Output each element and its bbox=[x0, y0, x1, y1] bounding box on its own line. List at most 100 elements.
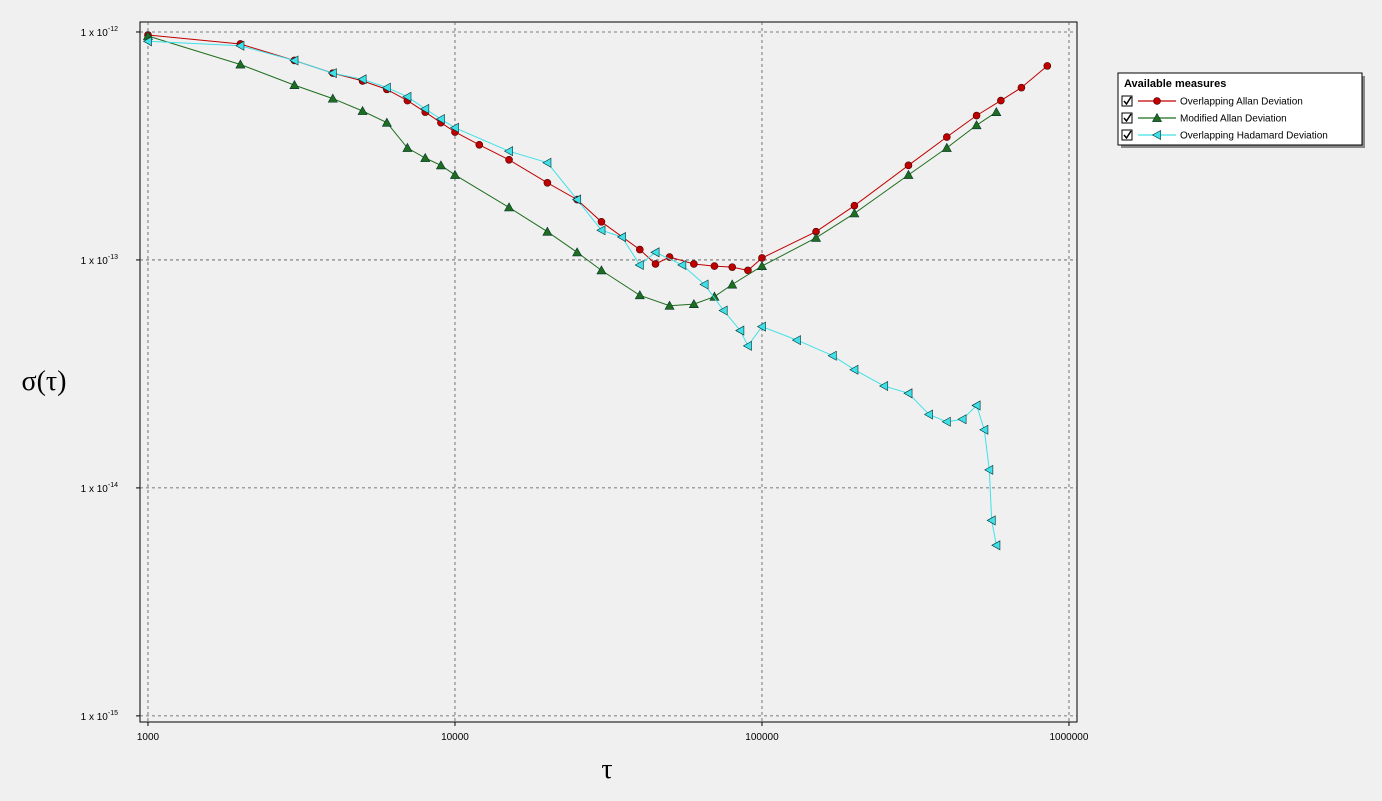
marker bbox=[791, 335, 801, 346]
marker bbox=[991, 107, 1002, 117]
x-tick-label: 1000 bbox=[137, 732, 160, 743]
marker bbox=[357, 74, 367, 85]
marker bbox=[572, 247, 583, 257]
marker bbox=[971, 400, 981, 411]
marker bbox=[327, 93, 338, 103]
marker bbox=[636, 245, 644, 254]
marker bbox=[650, 247, 660, 258]
marker bbox=[1017, 83, 1026, 92]
marker bbox=[503, 146, 513, 157]
y-tick-label: 1 x 10-14 bbox=[81, 482, 118, 495]
marker bbox=[289, 55, 299, 66]
marker bbox=[634, 260, 644, 271]
marker bbox=[718, 305, 728, 316]
legend-check bbox=[1123, 113, 1132, 123]
marker bbox=[690, 260, 698, 268]
marker bbox=[742, 340, 752, 351]
legend-label: Overlapping Allan Deviation bbox=[1180, 97, 1303, 108]
legend-label: Overlapping Hadamard Deviation bbox=[1180, 131, 1328, 142]
y-tick-base: 1 x 10 bbox=[81, 28, 109, 39]
marker bbox=[735, 325, 745, 336]
y-tick-label: 1 x 10-12 bbox=[81, 26, 118, 39]
marker bbox=[402, 142, 413, 152]
marker bbox=[972, 111, 981, 120]
marker bbox=[997, 96, 1005, 105]
y-tick-base: 1 x 10 bbox=[81, 712, 109, 723]
marker bbox=[1151, 112, 1163, 122]
marker bbox=[923, 409, 933, 420]
marker bbox=[327, 68, 337, 79]
marker bbox=[235, 59, 246, 69]
marker bbox=[943, 133, 951, 141]
y-tick-exponent: -13 bbox=[108, 254, 118, 261]
marker bbox=[572, 194, 582, 205]
marker bbox=[402, 91, 412, 102]
marker bbox=[651, 260, 660, 268]
marker bbox=[664, 300, 675, 310]
legend-label: Modified Allan Deviation bbox=[1180, 114, 1287, 125]
series-line bbox=[147, 35, 997, 307]
marker bbox=[709, 291, 720, 301]
marker bbox=[596, 265, 607, 275]
marker bbox=[744, 266, 752, 275]
marker bbox=[903, 169, 914, 179]
y-tick-base: 1 x 10 bbox=[81, 484, 109, 495]
x-tick-label: 1000000 bbox=[1050, 732, 1089, 743]
legend-checkbox bbox=[1121, 129, 1133, 141]
marker bbox=[727, 279, 738, 289]
marker bbox=[142, 36, 152, 47]
marker bbox=[756, 260, 767, 270]
marker bbox=[449, 122, 459, 133]
marker bbox=[991, 540, 1001, 551]
marker bbox=[979, 424, 989, 435]
marker bbox=[986, 515, 996, 526]
marker bbox=[849, 364, 859, 375]
marker bbox=[850, 201, 859, 210]
y-tick-label: 1 x 10-13 bbox=[81, 254, 118, 267]
y-tick-exponent: -14 bbox=[108, 482, 118, 489]
marker bbox=[543, 178, 552, 187]
marker bbox=[1151, 129, 1161, 141]
x-tick-label: 10000 bbox=[441, 732, 469, 743]
marker bbox=[1153, 97, 1161, 105]
marker bbox=[827, 350, 837, 361]
marker bbox=[728, 263, 737, 271]
marker bbox=[756, 321, 766, 332]
marker bbox=[420, 152, 431, 162]
x-axis-label: τ bbox=[601, 754, 612, 785]
marker bbox=[420, 103, 430, 114]
marker bbox=[449, 169, 460, 179]
legend-title: Available measures bbox=[1124, 78, 1226, 90]
y-tick-exponent: -12 bbox=[108, 26, 118, 33]
marker bbox=[984, 464, 994, 475]
marker bbox=[849, 208, 860, 218]
marker bbox=[597, 217, 606, 226]
marker bbox=[504, 202, 515, 212]
marker bbox=[542, 157, 552, 168]
marker bbox=[381, 82, 391, 93]
marker bbox=[542, 226, 553, 236]
y-tick-base: 1 x 10 bbox=[81, 256, 109, 267]
marker bbox=[381, 117, 392, 127]
marker bbox=[903, 388, 913, 399]
marker bbox=[235, 40, 245, 51]
marker bbox=[435, 160, 446, 170]
marker bbox=[435, 114, 445, 125]
marker bbox=[710, 262, 719, 270]
legend: Available measures Overlapping Allan Dev… bbox=[1117, 72, 1365, 148]
marker bbox=[941, 142, 952, 152]
marker bbox=[505, 155, 513, 164]
marker bbox=[634, 290, 645, 300]
marker bbox=[904, 161, 913, 170]
marker bbox=[957, 414, 967, 425]
marker bbox=[811, 232, 822, 242]
y-tick-exponent: -15 bbox=[108, 710, 118, 717]
marker bbox=[699, 279, 709, 290]
y-axis-label: σ(τ) bbox=[22, 366, 67, 397]
x-tick-label: 100000 bbox=[745, 732, 779, 743]
legend-checkbox bbox=[1121, 112, 1133, 124]
marker bbox=[289, 79, 300, 89]
marker bbox=[971, 120, 982, 130]
legend-check bbox=[1123, 130, 1132, 140]
